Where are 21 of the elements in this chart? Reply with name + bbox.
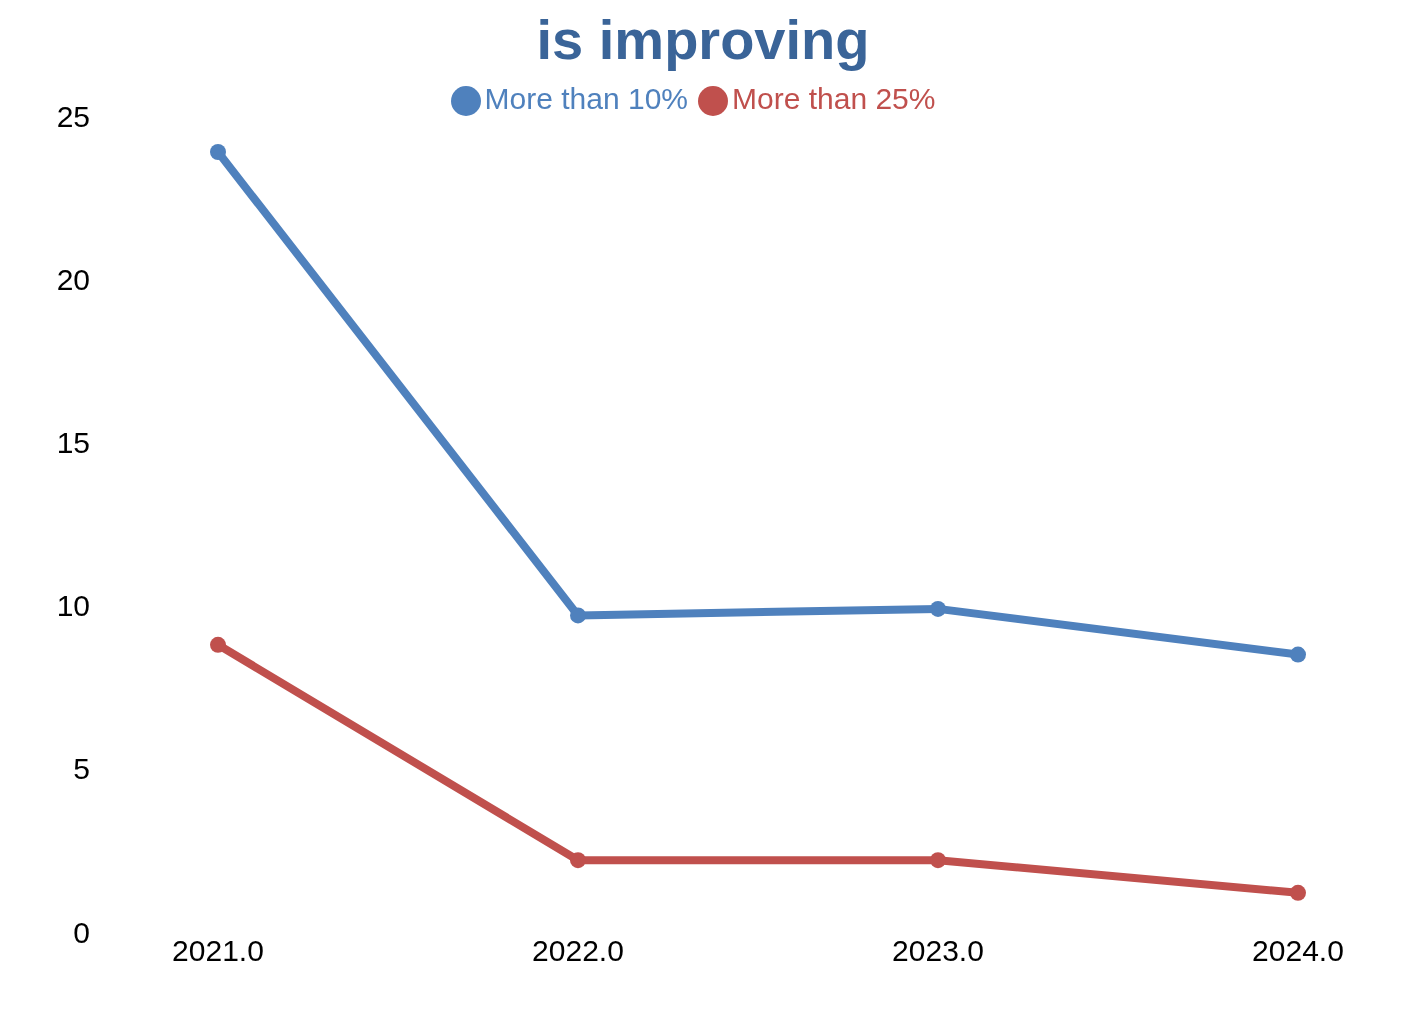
point <box>1290 884 1306 901</box>
y-tick-label: 20 <box>56 262 90 296</box>
point <box>570 852 586 869</box>
y-tick-label: 10 <box>56 589 90 623</box>
point <box>1290 646 1306 663</box>
y-tick-label: 0 <box>73 915 90 949</box>
chart-title: is improving <box>535 8 871 72</box>
y-tick-label: 15 <box>56 426 90 460</box>
x-tick-label: 2023.0 <box>892 934 984 968</box>
x-tick-label: 2021.0 <box>172 934 264 968</box>
point <box>210 636 226 653</box>
legend-label: More than 10% <box>484 82 688 115</box>
y-tick-label: 5 <box>73 752 90 786</box>
x-tick-label: 2022.0 <box>532 934 624 968</box>
point <box>930 852 946 869</box>
point <box>570 607 586 624</box>
legend-label: More than 25% <box>732 82 936 115</box>
y-tick-label: 25 <box>56 99 90 133</box>
x-tick-label: 2024.0 <box>1252 934 1344 968</box>
point <box>930 600 946 617</box>
point <box>210 143 226 160</box>
